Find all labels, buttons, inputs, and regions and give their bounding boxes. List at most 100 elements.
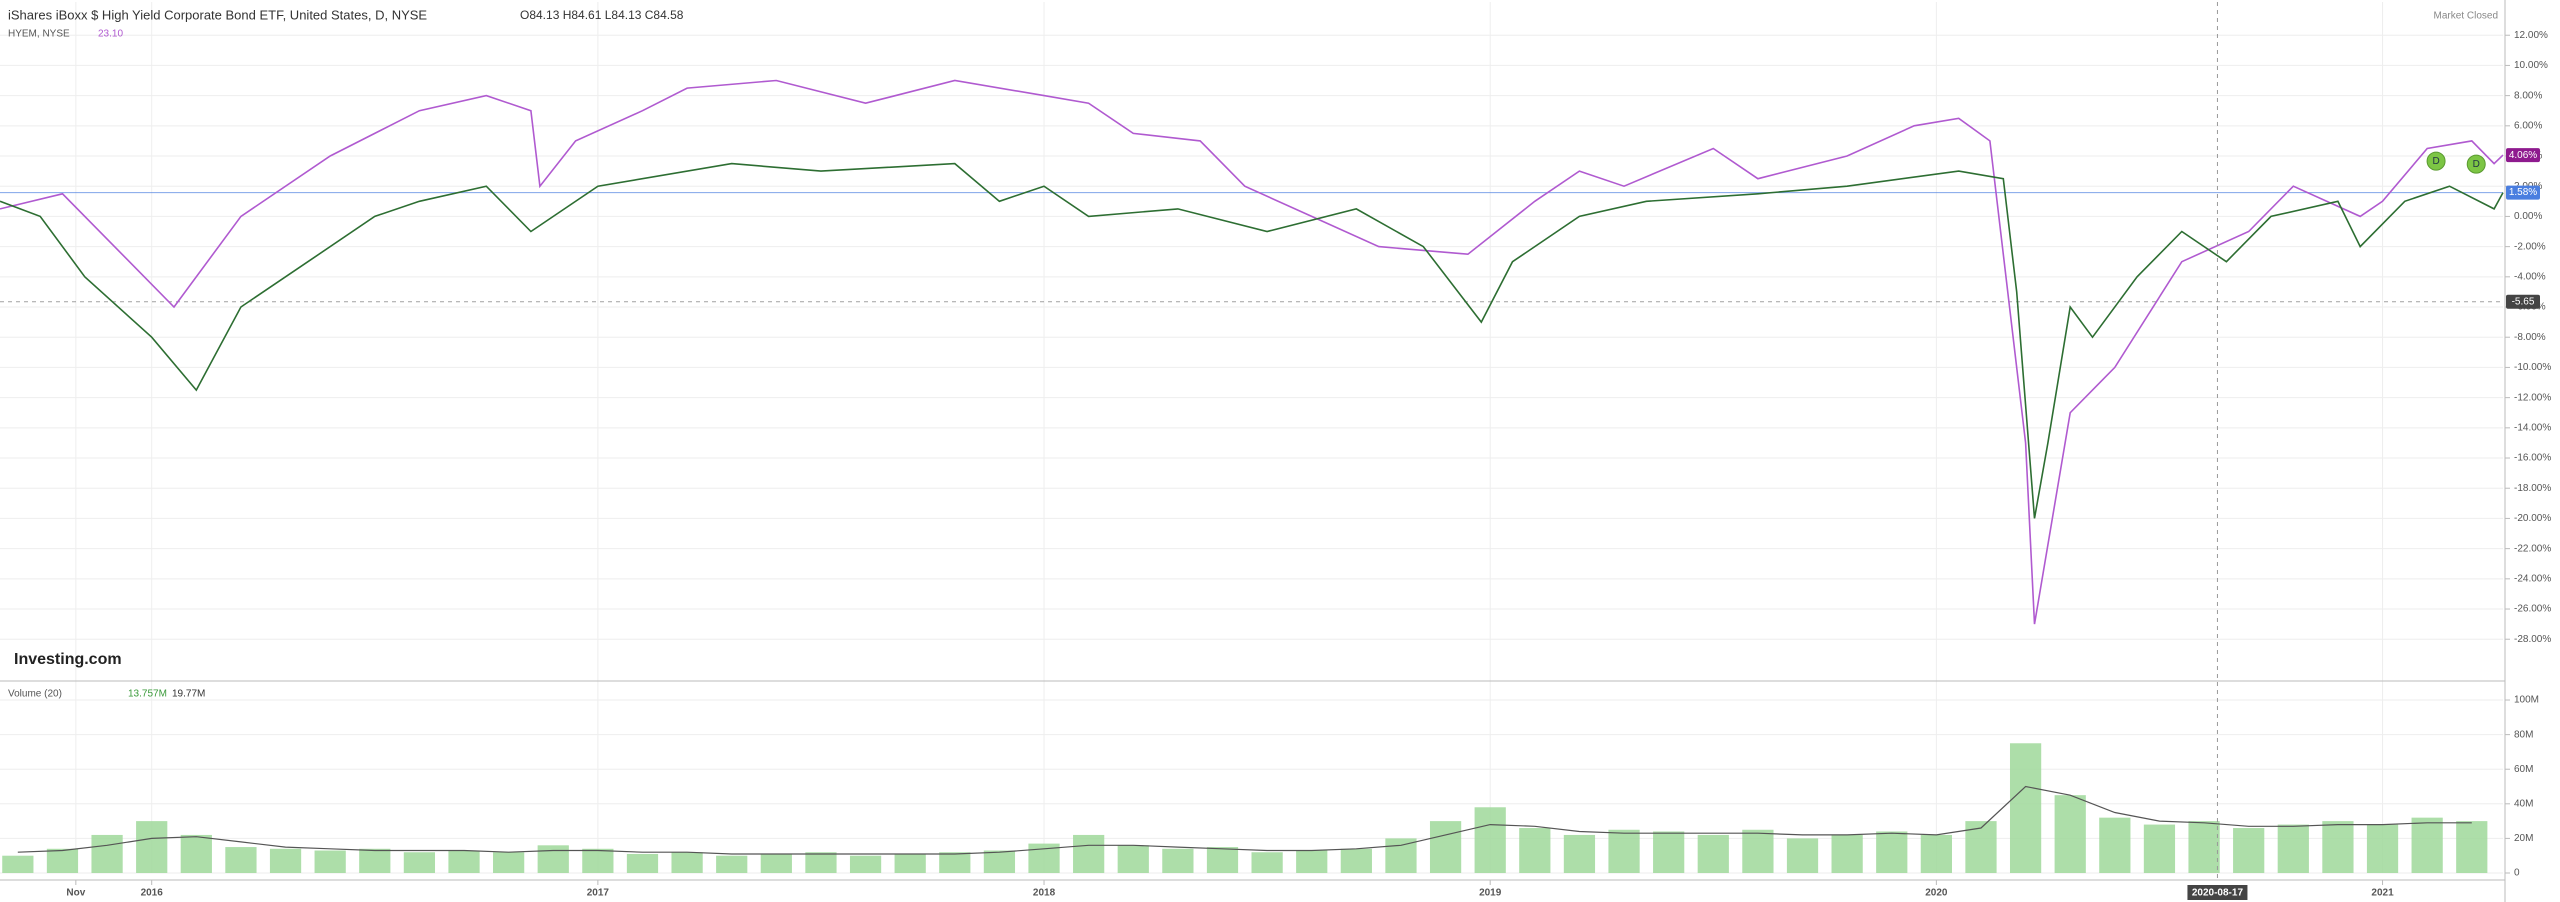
- crosshair-label: 2020-08-17: [2192, 888, 2244, 899]
- volume-bar: [493, 852, 525, 873]
- ohlc: O84.13 H84.61 L84.13 C84.58: [520, 8, 684, 22]
- volume-title: Volume (20): [8, 689, 62, 700]
- event-label: D: [2432, 156, 2439, 167]
- volume-bar: [1563, 834, 1596, 873]
- volume-bar: [1786, 838, 1819, 873]
- crosshair-badge: [2187, 885, 2248, 900]
- volume-bar: [2, 855, 34, 873]
- x-tick-label: 2017: [587, 888, 610, 899]
- y-tick-label: 0: [2514, 868, 2520, 879]
- x-tick-label: 2020: [1925, 888, 1948, 899]
- event-label: D: [2473, 159, 2480, 170]
- volume-bar: [1251, 852, 1283, 873]
- volume-ma-line: [17, 785, 2472, 855]
- volume-bar: [269, 848, 302, 873]
- volume-bar: [91, 834, 123, 873]
- y-tick-label: 80M: [2514, 729, 2533, 740]
- volume-bar: [760, 853, 792, 873]
- y-tick-label: -18.00%: [2514, 483, 2551, 494]
- price-badge: [2506, 148, 2540, 163]
- y-tick-label: 40M: [2514, 798, 2533, 809]
- volume-bar: [359, 848, 391, 873]
- volume-bar: [2054, 795, 2086, 873]
- y-tick-label: -14.00%: [2514, 422, 2551, 433]
- volume-bar: [1206, 847, 1239, 873]
- y-tick-label: -28.00%: [2514, 634, 2551, 645]
- logo: Investing.com: [14, 651, 122, 668]
- market-status: Market Closed: [2434, 11, 2498, 22]
- y-tick-label: -2.00%: [2514, 241, 2546, 252]
- x-tick-label: 2018: [1033, 888, 1056, 899]
- y-tick-label: -10.00%: [2514, 362, 2551, 373]
- price-badge: [2506, 294, 2540, 309]
- compare-value: 23.10: [98, 29, 123, 40]
- volume-bar: [2099, 817, 2131, 873]
- event-marker: [2426, 151, 2446, 171]
- event-marker: [2466, 154, 2486, 174]
- volume-bar: [1920, 834, 1952, 873]
- volume-bar: [1296, 850, 1328, 873]
- volume-last: 13.757M: [128, 689, 167, 700]
- series-line: [0, 162, 2504, 519]
- volume-bar: [1742, 829, 1774, 873]
- volume-bar: [939, 852, 971, 873]
- volume-bar: [225, 847, 257, 873]
- volume-bar: [46, 848, 79, 873]
- y-tick-label: -12.00%: [2514, 392, 2551, 403]
- volume-bar: [537, 845, 569, 873]
- volume-bar: [1429, 821, 1462, 873]
- series-line: [0, 79, 2504, 625]
- volume-bar: [2277, 824, 2309, 873]
- volume-bar: [1831, 834, 1863, 873]
- volume-bar: [671, 852, 703, 873]
- volume-bar: [180, 834, 212, 873]
- chart-title: iShares iBoxx $ High Yield Corporate Bon…: [8, 7, 427, 22]
- volume-bar: [1697, 834, 1729, 873]
- volume-bar: [1965, 821, 1997, 873]
- volume-bar: [1385, 838, 1417, 873]
- volume-bar: [2366, 824, 2399, 873]
- volume-bar: [1073, 834, 1105, 873]
- volume-bar: [2233, 828, 2265, 873]
- volume-bar: [1474, 807, 1506, 873]
- price-badge: [2506, 185, 2540, 200]
- y-tick-label: 10.00%: [2514, 60, 2548, 71]
- y-tick-label: 60M: [2514, 764, 2533, 775]
- y-tick-label: -16.00%: [2514, 453, 2551, 464]
- volume-bar: [1653, 831, 1685, 873]
- volume-bar: [1519, 828, 1551, 873]
- volume-bar: [2411, 817, 2443, 873]
- volume-bar: [716, 855, 748, 873]
- volume-bar: [983, 850, 1016, 873]
- volume-bar: [582, 848, 614, 873]
- volume-bar: [2322, 821, 2354, 873]
- y-tick-label: -22.00%: [2514, 543, 2551, 554]
- y-tick-label: -8.00%: [2514, 332, 2546, 343]
- y-tick-label: -4.00%: [2514, 271, 2546, 282]
- volume-bar: [2456, 821, 2488, 873]
- y-tick-label: 12.00%: [2514, 30, 2548, 41]
- volume-bar: [2143, 824, 2176, 873]
- x-tick-label: 2016: [141, 888, 164, 899]
- y-tick-label: 20M: [2514, 833, 2533, 844]
- volume-bar: [626, 853, 659, 873]
- volume-bar: [403, 852, 436, 873]
- x-tick-label: 2019: [1479, 888, 1502, 899]
- volume-bar: [894, 853, 926, 873]
- y-tick-label: 8.00%: [2514, 90, 2542, 101]
- y-tick-label: -24.00%: [2514, 573, 2551, 584]
- compare-label: HYEM, NYSE: [8, 29, 70, 40]
- x-tick-label: 2021: [2371, 888, 2394, 899]
- volume-bar: [1162, 848, 1194, 873]
- x-tick-label: Nov: [66, 888, 85, 899]
- price-badge-label: 4.06%: [2509, 150, 2537, 161]
- y-tick-label: 100M: [2514, 695, 2539, 706]
- price-badge-label: -5.65: [2512, 296, 2535, 307]
- volume-ma-last: 19.77M: [172, 689, 205, 700]
- price-badge-label: 1.58%: [2509, 187, 2537, 198]
- y-tick-label: 0.00%: [2514, 211, 2542, 222]
- volume-bar: [805, 852, 837, 873]
- volume-bar: [1340, 848, 1372, 873]
